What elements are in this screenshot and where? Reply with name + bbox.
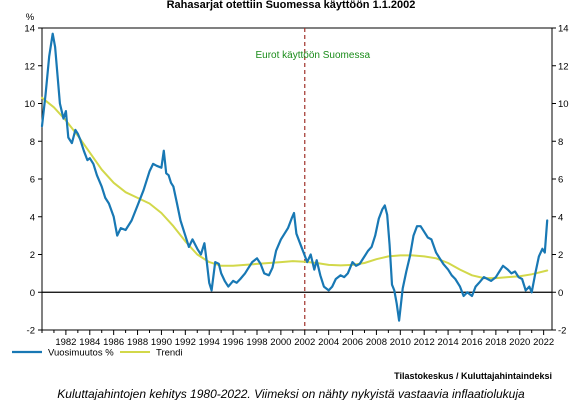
x-tick-label: 1986 [103,337,124,348]
source-label: Tilastokeskus / Kuluttajahintaindeksi [394,371,552,381]
y-tick-label-left: -2 [27,326,35,337]
caption-text: Kuluttajahintojen kehitys 1980-2022. Vii… [57,387,525,400]
x-tick-label: 1990 [151,337,172,348]
x-tick-label: 2010 [390,337,411,348]
y-tick-label-left: 0 [30,288,35,299]
x-tick-label: 2022 [533,337,554,348]
x-tick-label: 2014 [438,337,459,348]
plot-frame [41,27,553,331]
series-line-1 [40,32,549,322]
x-tick-label: 2000 [270,337,291,348]
y-axis-label: % [26,12,35,23]
x-tick-label: 2006 [342,337,363,348]
x-tick-label: 2012 [414,337,435,348]
x-tick-label: 1992 [175,337,196,348]
y-tick-label-right: 0 [558,288,563,299]
y-tick-label-right: 10 [558,99,569,110]
y-tick-label-right: 12 [558,61,569,72]
x-tick-label: 1984 [79,337,100,348]
x-tick-label: 1994 [199,337,220,348]
y-tick-label-left: 4 [30,212,35,223]
y-tick-label-right: -2 [558,326,566,337]
series-line-2 [41,96,549,280]
y-tick-label-right: 14 [558,24,569,35]
legend-label: Trendi [156,348,183,359]
x-tick-label: 1982 [55,337,76,348]
y-tick-label-left: 12 [24,61,35,72]
x-tick-label: 2008 [366,337,387,348]
y-tick-label-right: 4 [558,212,563,223]
legend-label: Vuosimuutos % [48,348,114,359]
legend: Vuosimuutos % Trendi [12,348,183,359]
y-tick-label-left: 14 [24,24,35,35]
x-tick-label: 2016 [461,337,482,348]
x-tick-label: 2004 [318,337,339,348]
x-tick-label: 1988 [127,337,148,348]
y-tick-label-left: 6 [30,175,35,186]
y-tick-label-right: 6 [558,175,563,186]
y-tick-label-left: 10 [24,99,35,110]
x-tick-label: 1996 [223,337,244,348]
chart-title: Rahasarjat otettiin Suomessa käyttöön 1.… [167,0,416,11]
y-tick-label-right: 2 [558,250,563,261]
x-tick-label: 2020 [509,337,530,348]
x-tick-label: 1998 [246,337,267,348]
y-tick-label-left: 8 [30,137,35,148]
euro-annotation-label: Eurot käyttöön Suomessa [256,50,371,61]
x-tick-label: 2018 [485,337,506,348]
y-tick-label-left: 2 [30,250,35,261]
y-tick-label-right: 8 [558,137,563,148]
x-tick-label: 2002 [294,337,315,348]
